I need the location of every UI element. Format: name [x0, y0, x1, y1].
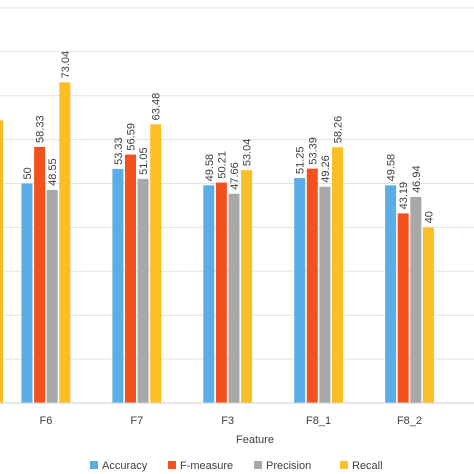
- data-label: 50.21: [216, 151, 228, 179]
- data-label: 48.55: [47, 158, 59, 186]
- legend-swatch: [340, 461, 348, 469]
- x-tick-label: F8_1: [306, 415, 331, 427]
- bar-f-measure: [306, 168, 318, 403]
- data-label: 73.04: [60, 51, 72, 79]
- bar-recall: [150, 124, 162, 403]
- data-label: 56.59: [126, 123, 138, 151]
- data-label: 49.58: [204, 154, 216, 182]
- data-label: 40: [423, 211, 435, 223]
- bar-accuracy: [112, 168, 124, 403]
- bar-f-measure: [215, 182, 227, 403]
- bar-recall: [332, 147, 343, 403]
- bar-recall: [422, 227, 434, 403]
- data-label: 58.26: [333, 116, 345, 144]
- data-label: 46.94: [411, 165, 423, 193]
- legend-swatch: [90, 461, 98, 469]
- legend-label: Accuracy: [102, 460, 148, 472]
- x-tick-label: F6: [39, 415, 52, 427]
- data-label: 51.05: [138, 147, 150, 175]
- legend-label: Precision: [266, 460, 311, 472]
- x-tick-label: F7: [130, 415, 143, 427]
- x-tick-label: F8_2: [397, 415, 422, 427]
- bar-f-measure: [125, 154, 136, 403]
- data-label: 49.58: [386, 154, 398, 182]
- bar-recall: [241, 170, 253, 403]
- legend-label: F-measure: [180, 460, 233, 472]
- data-label: 53.39: [307, 137, 319, 165]
- legend-swatch: [254, 461, 262, 469]
- bar-precision: [410, 196, 422, 403]
- data-label: 53.33: [113, 137, 125, 165]
- bar-recall: [59, 82, 71, 403]
- bar-partial: [0, 120, 3, 403]
- bars: [0, 82, 434, 403]
- bar-accuracy: [294, 178, 306, 403]
- bar-precision: [46, 189, 58, 403]
- data-label: 51.25: [295, 146, 307, 174]
- data-label: 43.19: [398, 182, 410, 210]
- x-tick-label: F3: [221, 415, 234, 427]
- data-label: 58.33: [35, 115, 47, 143]
- data-label: 50: [22, 167, 34, 179]
- bar-accuracy: [21, 183, 33, 403]
- bar-precision: [319, 186, 331, 403]
- legend-swatch: [168, 461, 176, 469]
- bar-precision: [228, 193, 240, 403]
- x-axis-title: Feature: [236, 434, 274, 446]
- bar-f-measure: [397, 213, 409, 403]
- legend: Accuracy F-measure Precision Recall: [90, 460, 383, 472]
- data-label: 49.26: [320, 155, 332, 183]
- legend-label: Recall: [352, 460, 383, 472]
- data-label: 63.48: [151, 93, 163, 121]
- data-label: 47.66: [229, 162, 241, 190]
- bar-accuracy: [203, 185, 215, 403]
- bar-accuracy: [385, 185, 397, 403]
- bar-precision: [137, 178, 149, 403]
- data-label: 53.04: [242, 139, 254, 167]
- bar-f-measure: [34, 146, 46, 403]
